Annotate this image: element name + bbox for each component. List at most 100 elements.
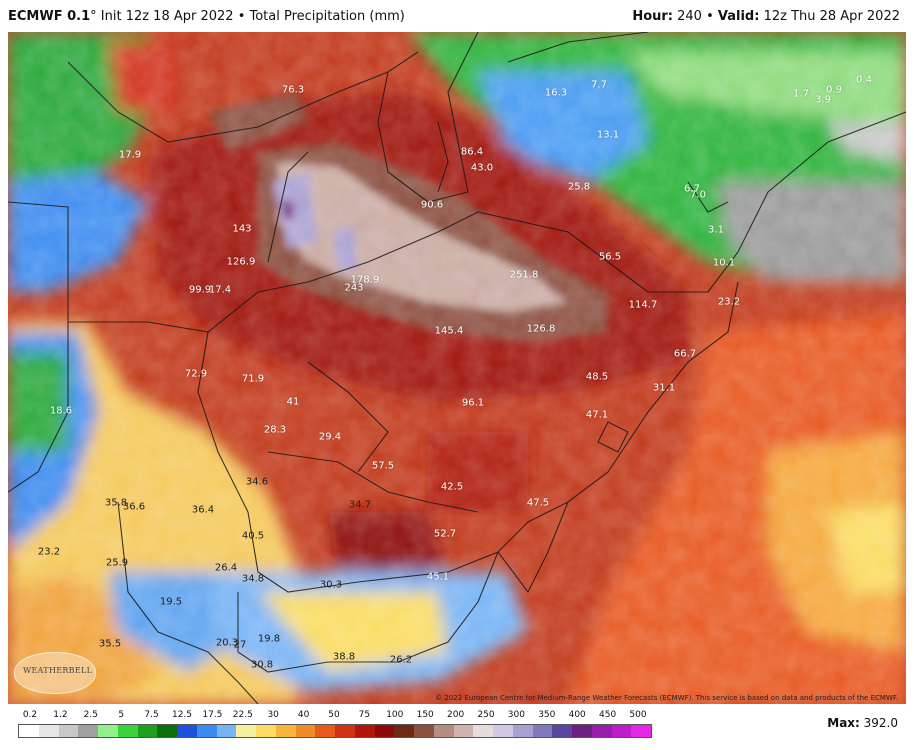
- colorbar-swatch: [98, 725, 118, 737]
- precip-value-label: 45.1: [426, 571, 450, 583]
- precip-value-label: 86.4: [460, 146, 484, 158]
- precip-value-label: 19.8: [257, 633, 281, 645]
- precip-value-label: 35.8: [104, 497, 128, 509]
- colorbar-tick-label: 400: [568, 710, 586, 720]
- precip-value-label: 13.1: [596, 129, 620, 141]
- precip-value-label: 34.6: [245, 476, 269, 488]
- colorbar-swatch: [493, 725, 513, 737]
- precip-value-label: 3.1: [708, 224, 724, 236]
- valid-label: Valid:: [717, 9, 760, 24]
- colorbar-ticks: 0.2 1.2 2.5 5 7.5 12.5 17.5 22.5 30 40 50 75 100 150 2…: [18, 710, 658, 722]
- precip-value-label: 30.8: [250, 659, 274, 671]
- precip-value-label: 76.3: [281, 84, 305, 96]
- precip-value-label: 0.9: [826, 84, 842, 96]
- colorbar-swatch: [335, 725, 355, 737]
- precipitation-field: [8, 32, 906, 704]
- valid-value: 12z Thu 28 Apr 2022: [759, 9, 900, 24]
- precip-value-label: 178.9: [350, 274, 380, 286]
- precip-value-label: 36.4: [191, 504, 215, 516]
- logo-text: WEATHERBELL: [23, 666, 93, 675]
- map-title: ECMWF 0.1° Init 12z 18 Apr 2022 • Total …: [8, 9, 405, 24]
- colorbar-tick-label: 100: [386, 710, 404, 720]
- copyright-notice: © 2022 European Centre for Medium-Range …: [435, 694, 898, 702]
- colorbar-tick-label: 30: [267, 710, 279, 720]
- precip-value-label: 34.7: [348, 499, 372, 511]
- precip-value-label: 1.7: [793, 88, 809, 100]
- colorbar-swatch: [177, 725, 197, 737]
- valid-time: Hour: 240 • Valid: 12z Thu 28 Apr 2022: [632, 9, 900, 24]
- colorbar-swatch: [354, 725, 375, 737]
- precip-value-label: 34.8: [241, 573, 265, 585]
- colorbar-swatch: [295, 725, 316, 737]
- colorbar-tick-label: 0.2: [22, 710, 38, 720]
- precip-value-label: 7.7: [591, 79, 607, 91]
- colorbar-swatch: [38, 725, 59, 737]
- precip-value-label: 19.5: [159, 596, 183, 608]
- precip-value-label: 3.9: [815, 94, 831, 106]
- colorbar-swatch: [453, 725, 474, 737]
- precip-value-label: 56.5: [598, 251, 622, 263]
- colorbar-swatch: [236, 725, 256, 737]
- colorbar-tick-label: 300: [507, 710, 525, 720]
- colorbar-swatch: [216, 725, 237, 737]
- colorbar-tick-label: 1.2: [53, 710, 68, 720]
- precip-value-label: 47.5: [526, 497, 550, 509]
- precip-value-label: 30.3: [319, 579, 343, 591]
- colorbar-swatch: [433, 725, 454, 737]
- precip-value-label: 20.3: [215, 637, 239, 649]
- colorbar-swatch: [611, 725, 632, 737]
- precipitation-map[interactable]: WEATHERBELL © 2022 European Centre for M…: [8, 32, 906, 704]
- colorbar-tick-label: 50: [328, 710, 340, 720]
- precip-value-label: 0.4: [856, 74, 872, 86]
- colorbar-tick-label: 22.5: [232, 710, 253, 720]
- colorbar-swatch: [473, 725, 493, 737]
- precip-value-label: 48.5: [585, 371, 609, 383]
- precip-value-label: 143: [232, 223, 252, 235]
- colorbar-swatch: [157, 725, 177, 737]
- precip-value-label: 29.4: [318, 431, 342, 443]
- precip-value-label: 6.7: [684, 183, 700, 195]
- colorbar-tick-label: 17.5: [202, 710, 223, 720]
- max-value: Max: 392.0: [827, 716, 898, 730]
- precip-value-label: 42.5: [440, 481, 464, 493]
- precip-value-label: 18.6: [49, 405, 73, 417]
- colorbar-swatch: [196, 725, 217, 737]
- colorbar-tick-label: 150: [416, 710, 434, 720]
- colorbar-tick-label: 250: [477, 710, 495, 720]
- precip-value-label: 7.0: [690, 189, 706, 201]
- colorbar-swatch: [414, 725, 434, 737]
- colorbar-tick-label: 75: [358, 710, 371, 720]
- political-borders: [8, 32, 906, 704]
- precip-value-label: 243: [344, 282, 364, 294]
- colorbar-swatch: [117, 725, 138, 737]
- precip-value-label: 27: [233, 639, 247, 651]
- precip-value-label: 10.1: [712, 257, 736, 269]
- precip-value-label: 96.1: [461, 397, 485, 409]
- colorbar-swatch: [137, 725, 158, 737]
- colorbar-swatch: [552, 725, 572, 737]
- colorbar-swatch: [315, 725, 335, 737]
- colorbar-tick-label: 5: [118, 710, 125, 720]
- colorbar-swatch: [532, 725, 553, 737]
- precip-value-label: 47.1: [585, 409, 609, 421]
- colorbar-swatch: [512, 725, 533, 737]
- model-name: ECMWF 0.1: [8, 9, 91, 24]
- colorbar-swatch: [631, 725, 651, 737]
- colorbar-tick-label: 350: [538, 710, 556, 720]
- colorbar-tick-label: 450: [599, 710, 617, 720]
- max-label: Max:: [827, 716, 860, 730]
- precip-value-label: 114.7: [628, 299, 658, 311]
- colorbar-swatch: [19, 725, 39, 737]
- header-bar: ECMWF 0.1° Init 12z 18 Apr 2022 • Total …: [0, 0, 914, 32]
- precip-value-label: 36.6: [122, 501, 146, 513]
- colorbar-swatch: [374, 725, 395, 737]
- precip-value-label: 26.4: [214, 562, 238, 574]
- colorbar-swatch: [256, 725, 276, 737]
- colorbar-swatch: [58, 725, 79, 737]
- colorbar-swatch: [591, 725, 612, 737]
- precip-value-label: 126.9: [226, 256, 256, 268]
- precip-value-label: 251.8: [509, 269, 539, 281]
- colorbar-swatch: [572, 725, 592, 737]
- precip-value-label: 52.7: [433, 528, 457, 540]
- precip-value-label: 31.1: [652, 382, 676, 394]
